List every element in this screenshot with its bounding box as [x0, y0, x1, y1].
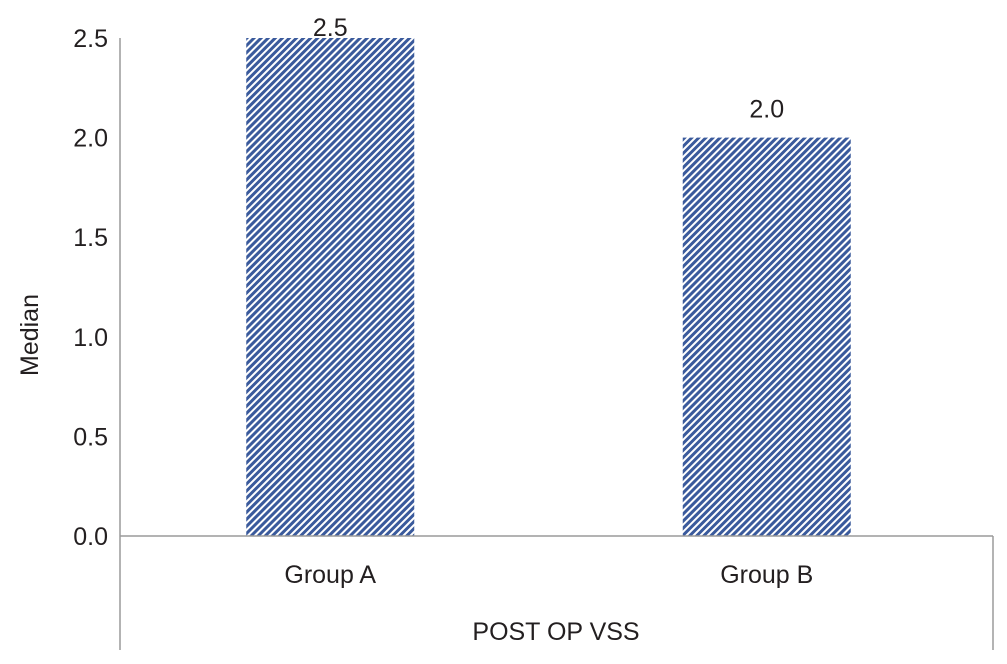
y-axis-ticks: 0.0 0.5 1.0 1.5 2.0 2.5 [73, 25, 108, 551]
x-category-label: Group A [284, 561, 376, 589]
category-labels: Group A Group B [284, 561, 813, 589]
y-tick-label: 2.0 [73, 125, 108, 153]
x-axis-title: POST OP VSS [472, 618, 639, 646]
bar-group-b [682, 137, 851, 536]
x-category-label: Group B [720, 561, 813, 589]
data-label: 2.5 [313, 14, 348, 42]
data-label: 2.0 [749, 96, 784, 124]
y-tick-label: 0.0 [73, 523, 108, 551]
y-axis-title: Median [16, 294, 44, 376]
bar-group-a [246, 38, 415, 536]
y-tick-label: 1.5 [73, 224, 108, 252]
y-tick-label: 1.0 [73, 324, 108, 352]
y-tick-label: 2.5 [73, 25, 108, 53]
bars [246, 38, 851, 536]
y-tick-label: 0.5 [73, 423, 108, 451]
data-labels: 2.5 2.0 [313, 14, 784, 124]
